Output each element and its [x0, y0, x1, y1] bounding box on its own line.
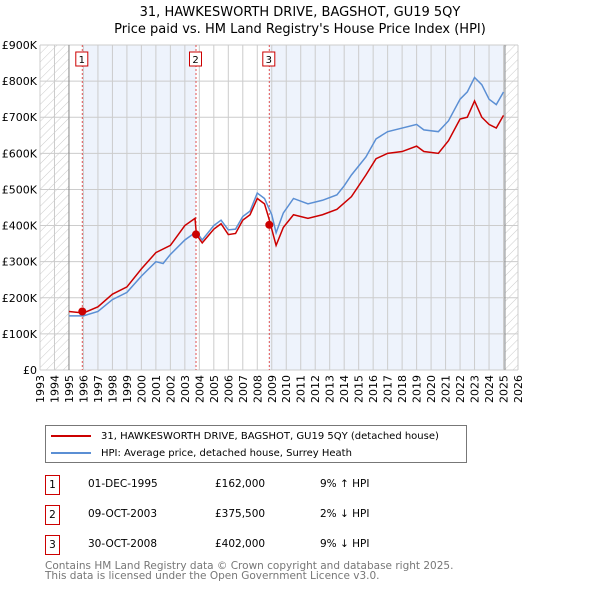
- y-tick-label: £200K: [2, 292, 38, 305]
- x-tick-label: 2006: [222, 375, 235, 403]
- sale-date: 30-OCT-2008: [88, 538, 157, 550]
- x-tick-label: 1993: [34, 375, 47, 403]
- x-tick-label: 2020: [425, 375, 438, 403]
- y-tick-label: £100K: [2, 328, 38, 341]
- hpi-line: [68, 76, 505, 317]
- y-tick-label: £800K: [2, 75, 38, 88]
- x-tick-label: 1996: [77, 375, 90, 403]
- x-tick-label: 2021: [440, 375, 453, 403]
- sale-number: 3: [45, 535, 60, 555]
- sale-date: 01-DEC-1995: [88, 478, 158, 490]
- hatched-region: [504, 45, 518, 370]
- x-tick-label: 2024: [483, 375, 496, 403]
- y-tick-label: £700K: [2, 111, 38, 124]
- x-tick-label: 2019: [411, 375, 424, 403]
- sale-price: £402,000: [215, 538, 266, 550]
- shaded-period: [269, 45, 505, 370]
- sale-point: [265, 220, 274, 229]
- x-tick-label: 2025: [498, 375, 511, 403]
- x-tick-label: 2007: [237, 375, 250, 403]
- sale-marker-box: [262, 51, 276, 67]
- sale-point: [78, 307, 87, 316]
- legend: 31, HAWKESWORTH DRIVE, BAGSHOT, GU19 5QY…: [45, 425, 467, 463]
- sale-marker-box: [189, 51, 203, 67]
- x-tick-label: 2018: [396, 375, 409, 403]
- y-tick-label: £900K: [2, 39, 38, 52]
- x-tick-label: 2026: [512, 375, 525, 403]
- shaded-period: [82, 45, 197, 370]
- x-tick-label: 2014: [338, 375, 351, 403]
- subtitle-line: Price paid vs. HM Land Registry's House …: [114, 22, 486, 37]
- x-tick-label: 2016: [367, 375, 380, 403]
- x-tick-label: 1998: [106, 375, 119, 403]
- price-paid-line: [68, 99, 505, 314]
- x-tick-label: 2000: [135, 375, 148, 403]
- x-tick-label: 2004: [193, 375, 206, 403]
- sale-number: 1: [45, 475, 60, 495]
- x-tick-label: 2009: [266, 375, 279, 403]
- x-tick-label: 1994: [48, 375, 61, 403]
- x-tick-label: 1999: [121, 375, 134, 403]
- sale-marker-label: 1: [79, 55, 85, 66]
- x-tick-label: 2012: [309, 375, 322, 403]
- hpi-comparison: 2% ↓ HPI: [320, 508, 370, 520]
- x-tick-label: 2001: [150, 375, 163, 403]
- title-line: 31, HAWKESWORTH DRIVE, BAGSHOT, GU19 5QY: [139, 5, 461, 20]
- y-tick-label: £0: [23, 364, 37, 377]
- x-tick-label: 2017: [382, 375, 395, 403]
- x-tick-label: 2002: [164, 375, 177, 403]
- hpi-comparison: 9% ↑ HPI: [320, 478, 370, 490]
- legend-label: HPI: Average price, detached house, Surr…: [101, 447, 352, 459]
- y-tick-label: £600K: [2, 147, 38, 160]
- sale-price: £162,000: [215, 478, 266, 490]
- y-tick-label: £300K: [2, 256, 38, 269]
- sale-number: 2: [45, 505, 60, 525]
- x-tick-label: 2013: [324, 375, 337, 403]
- legend-item-property: 31, HAWKESWORTH DRIVE, BAGSHOT, GU19 5QY…: [46, 428, 439, 444]
- y-tick-label: £500K: [2, 183, 38, 196]
- x-tick-label: 2023: [469, 375, 482, 403]
- legend-swatch: [51, 452, 91, 454]
- plot-area: 1993 1994 1995 1996 1997 1998 1999 2000 2001 2002…: [2, 39, 525, 403]
- legend-label: 31, HAWKESWORTH DRIVE, BAGSHOT, GU19 5QY…: [101, 430, 439, 442]
- footer-line: Contains HM Land Registry data © Crown c…: [45, 560, 454, 572]
- x-tick-label: 2011: [295, 375, 308, 403]
- footer-line: This data is licensed under the Open Gov…: [45, 570, 380, 582]
- x-tick-label: 2022: [454, 375, 467, 403]
- legend-item-hpi: HPI: Average price, detached house, Surr…: [46, 445, 352, 461]
- sale-date: 09-OCT-2003: [88, 508, 157, 520]
- y-tick-label: £400K: [2, 220, 38, 233]
- x-tick-label: 2010: [280, 375, 293, 403]
- sale-price: £375,500: [215, 508, 266, 520]
- sale-marker-box: [75, 51, 89, 67]
- x-tick-label: 2015: [353, 375, 366, 403]
- sale-point: [192, 230, 201, 239]
- chart-title: 31, HAWKESWORTH DRIVE, BAGSHOT, GU19 5QY…: [0, 4, 600, 38]
- x-tick-label: 2003: [179, 375, 192, 403]
- legend-swatch: [51, 435, 91, 437]
- x-tick-label: 1997: [92, 375, 105, 403]
- sale-marker-label: 2: [192, 55, 198, 66]
- x-tick-label: 1995: [63, 375, 76, 403]
- x-tick-label: 2005: [208, 375, 221, 403]
- footer: Contains HM Land Registry data © Crown c…: [45, 560, 454, 582]
- x-tick-label: 2008: [251, 375, 264, 403]
- sale-marker-label: 3: [266, 55, 272, 66]
- hpi-comparison: 9% ↓ HPI: [320, 538, 370, 550]
